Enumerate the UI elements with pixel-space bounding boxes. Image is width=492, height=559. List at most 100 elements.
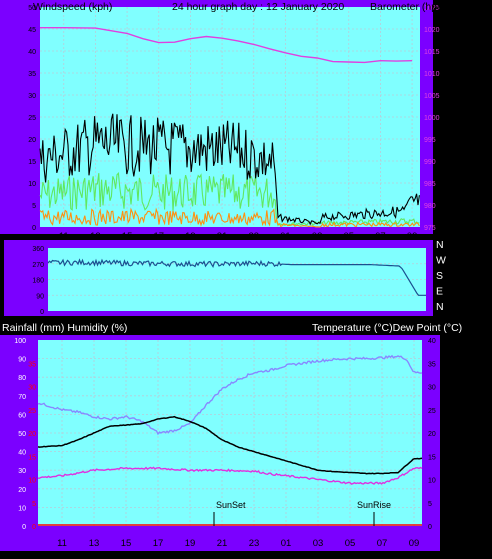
humidity-y-tick-label: 30 xyxy=(18,468,26,475)
temp-y-tick-label: 35 xyxy=(428,361,436,368)
baro-y-tick-label: 985 xyxy=(424,181,436,188)
dewpoint-line xyxy=(37,415,423,475)
humidity-y-tick-label: 70 xyxy=(18,394,26,401)
wind-y-tick-label: 5 xyxy=(32,203,36,210)
rain-y-tick-label: 25 xyxy=(28,408,36,415)
temp-y-tick-label: 25 xyxy=(428,408,436,415)
temp-x-tick-label: 15 xyxy=(121,538,132,549)
baro-y-tick-label: 1015 xyxy=(424,49,440,56)
wind-y-tick-label: 50 xyxy=(28,5,36,12)
temp-x-tick-label: 19 xyxy=(185,538,196,549)
wind-x-tick-label: 01 xyxy=(280,231,291,242)
temp-x-tick-label: 09 xyxy=(409,538,420,549)
humidity-y-tick-label: 50 xyxy=(18,431,26,438)
direction-y-tick-label: 270 xyxy=(32,262,44,269)
rain-humidity-axis-title: Rainfall (mm) Humidity (%) xyxy=(2,322,127,334)
temp-y-tick-label: 30 xyxy=(428,385,436,392)
wind-x-tick-label: 13 xyxy=(90,231,101,242)
compass-label: S xyxy=(436,270,443,282)
rain-y-tick-label: 30 xyxy=(28,385,36,392)
wind-y-tick-label: 10 xyxy=(28,181,36,188)
wind-y-tick-label: 45 xyxy=(28,27,36,34)
baro-y-tick-label: 1020 xyxy=(424,27,440,34)
temp-y-tick-label: 40 xyxy=(428,338,436,345)
wind-x-tick-label: 17 xyxy=(153,231,164,242)
compass-label: W xyxy=(436,255,446,267)
wind-x-tick-label: 19 xyxy=(185,231,196,242)
wind-series-line xyxy=(39,113,420,226)
wind-series-line xyxy=(39,207,420,228)
tick-labels: 0510152025303540455097598098599099510001… xyxy=(14,5,446,549)
baro-y-tick-label: 1025 xyxy=(424,5,440,12)
temp-x-tick-label: 21 xyxy=(217,538,228,549)
wind-y-tick-label: 40 xyxy=(28,49,36,56)
temp-y-tick-label: 0 xyxy=(428,524,432,531)
humidity-line xyxy=(38,466,423,485)
baro-y-tick-label: 995 xyxy=(424,137,436,144)
sunset-label: SunSet xyxy=(216,500,246,510)
temp-x-tick-label: 03 xyxy=(313,538,324,549)
barometer-line xyxy=(40,27,413,64)
wind-y-tick-label: 25 xyxy=(28,115,36,122)
compass-label: E xyxy=(436,286,443,298)
sunrise-label: SunRise xyxy=(357,500,391,510)
temp-x-tick-label: 13 xyxy=(89,538,100,549)
baro-y-tick-label: 1005 xyxy=(424,93,440,100)
rain-y-tick-label: 0 xyxy=(32,524,36,531)
wind-direction-line xyxy=(47,258,426,296)
rain-y-tick-label: 10 xyxy=(28,478,36,485)
temp-x-tick-label: 11 xyxy=(57,538,67,549)
wind-x-tick-label: 05 xyxy=(343,231,354,242)
humidity-y-tick-label: 60 xyxy=(18,412,26,419)
temp-y-tick-label: 5 xyxy=(428,501,432,508)
humidity-y-tick-label: 80 xyxy=(18,375,26,382)
wind-series xyxy=(39,27,420,228)
temperature-line xyxy=(37,354,423,436)
temp-x-tick-label: 05 xyxy=(345,538,356,549)
compass-label: N xyxy=(436,301,444,313)
humidity-y-tick-label: 90 xyxy=(18,357,26,364)
rain-y-tick-label: 5 xyxy=(32,501,36,508)
temp-x-tick-label: 17 xyxy=(153,538,164,549)
humidity-y-tick-label: 20 xyxy=(18,487,26,494)
windspeed-axis-title: Windspeed (kph) xyxy=(33,1,112,13)
wind-x-tick-label: 09 xyxy=(407,231,418,242)
wind-x-tick-label: 15 xyxy=(122,231,133,242)
humidity-y-tick-label: 100 xyxy=(14,338,26,345)
direction-y-tick-label: 360 xyxy=(32,246,44,253)
rain-y-tick-label: 15 xyxy=(28,454,36,461)
rain-y-tick-label: 35 xyxy=(28,361,36,368)
wind-x-tick-label: 23 xyxy=(248,231,259,242)
baro-y-tick-label: 975 xyxy=(424,225,436,232)
baro-y-tick-label: 980 xyxy=(424,203,436,210)
baro-y-tick-label: 1010 xyxy=(424,71,440,78)
temp-x-tick-label: 23 xyxy=(249,538,260,549)
baro-y-tick-label: 1000 xyxy=(424,115,440,122)
wind-y-tick-label: 20 xyxy=(28,137,36,144)
wind-x-tick-label: 11 xyxy=(59,231,69,242)
wind-y-tick-label: 15 xyxy=(28,159,36,166)
temp-dew-axis-title: Temperature (°C)Dew Point (°C) xyxy=(312,322,462,334)
wind-y-tick-label: 35 xyxy=(28,71,36,78)
wind-y-tick-label: 30 xyxy=(28,93,36,100)
humidity-y-tick-label: 0 xyxy=(22,524,26,531)
compass-label: N xyxy=(436,239,444,251)
temp-y-tick-label: 10 xyxy=(428,478,436,485)
temp-series xyxy=(37,354,423,526)
direction-series xyxy=(47,258,426,296)
temp-y-tick-label: 15 xyxy=(428,454,436,461)
wind-series-line xyxy=(39,172,420,227)
chart-title: 24 hour graph day : 12 January 2020 xyxy=(172,1,344,13)
humidity-y-tick-label: 40 xyxy=(18,450,26,457)
wind-y-tick-label: 0 xyxy=(32,225,36,232)
wind-x-tick-label: 07 xyxy=(375,231,386,242)
barometer-axis-title: Barometer (hpa) xyxy=(370,1,446,13)
temp-y-tick-label: 20 xyxy=(428,431,436,438)
rain-y-tick-label: 20 xyxy=(28,431,36,438)
baro-y-tick-label: 990 xyxy=(424,159,436,166)
wind-x-tick-label: 03 xyxy=(312,231,323,242)
temp-x-tick-label: 01 xyxy=(281,538,292,549)
direction-y-tick-label: 90 xyxy=(36,293,44,300)
direction-y-tick-label: 180 xyxy=(32,278,44,285)
